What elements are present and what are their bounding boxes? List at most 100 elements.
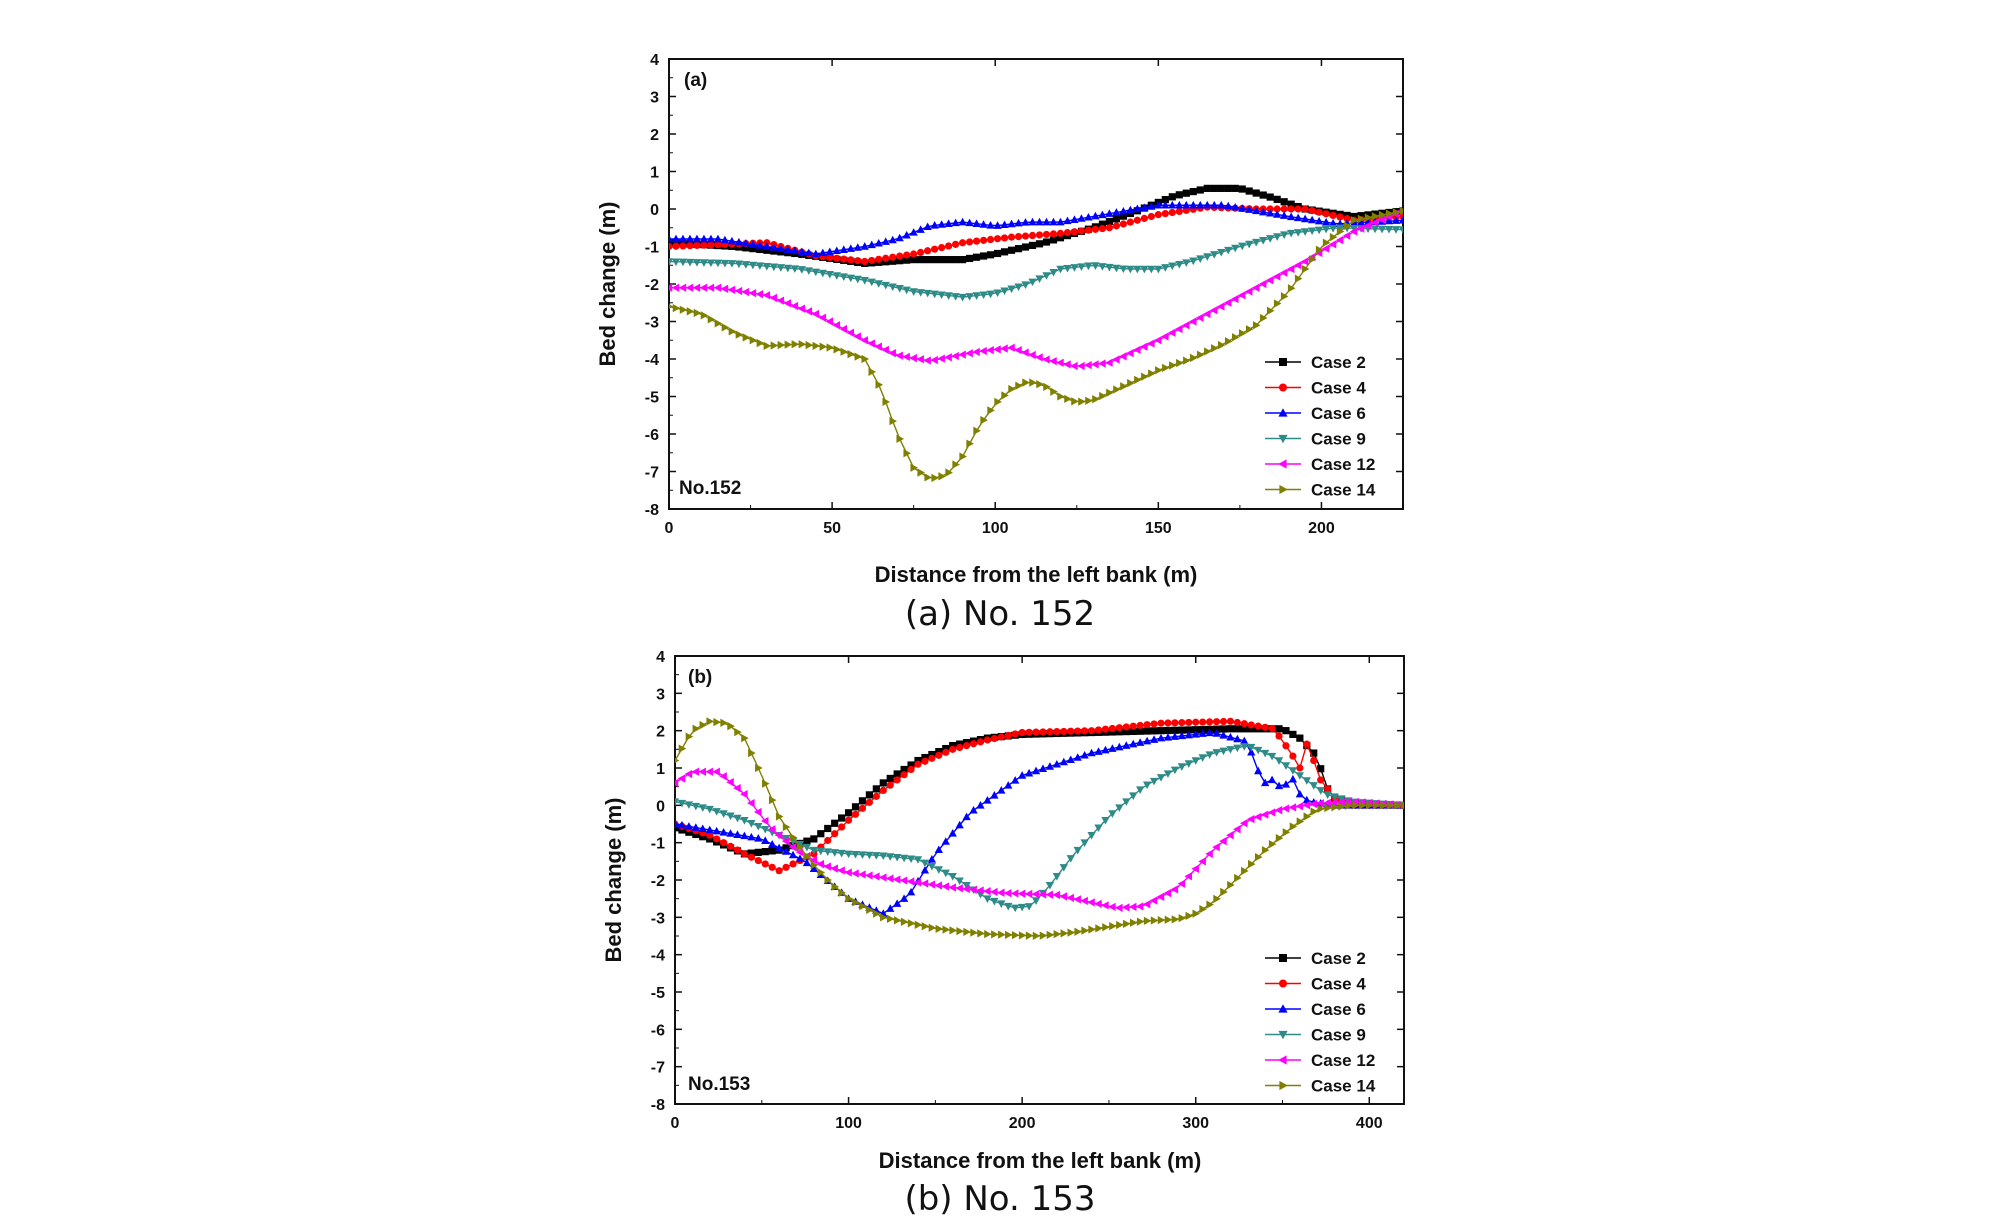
series-marker	[1300, 228, 1310, 236]
series-marker	[720, 718, 728, 727]
series-marker	[1344, 797, 1352, 806]
series-marker	[1163, 733, 1173, 741]
series-marker	[1245, 240, 1254, 249]
series-marker	[1042, 272, 1051, 280]
series-marker	[748, 261, 758, 270]
series-marker	[958, 217, 967, 226]
series-marker	[1063, 264, 1072, 273]
series-marker	[1133, 345, 1141, 355]
series-marker	[740, 817, 749, 825]
series-marker	[1359, 801, 1367, 810]
series-marker	[965, 293, 974, 301]
series-marker	[1295, 802, 1304, 811]
series-marker	[1210, 200, 1219, 209]
series-marker	[1014, 232, 1023, 241]
legend-label: Case 2	[1311, 353, 1366, 372]
series-marker	[969, 885, 977, 894]
series-marker	[1212, 729, 1221, 737]
series-marker	[1177, 879, 1186, 888]
y-tick-label-a: 3	[650, 90, 659, 107]
series-marker	[990, 734, 998, 743]
series-marker	[885, 874, 894, 883]
series-marker	[1282, 742, 1290, 750]
series-marker	[768, 847, 776, 855]
series-marker	[888, 283, 897, 291]
series-marker	[1254, 722, 1262, 730]
series-marker	[782, 822, 791, 832]
series-marker	[671, 283, 680, 292]
series-marker	[755, 262, 765, 270]
series-marker	[965, 349, 973, 358]
series-marker	[879, 779, 887, 787]
series-marker	[881, 281, 890, 290]
series-marker	[1018, 728, 1026, 737]
series-marker	[1011, 930, 1020, 940]
y-tick-label-b: -8	[651, 1097, 665, 1114]
series-marker	[761, 848, 769, 856]
series-marker	[756, 245, 764, 254]
series-marker	[893, 770, 901, 778]
series-marker	[1267, 775, 1277, 784]
series-marker	[1356, 218, 1366, 226]
series-marker	[797, 247, 806, 256]
series-marker	[851, 810, 860, 818]
series-marker	[1227, 880, 1235, 890]
series-marker	[1161, 196, 1169, 204]
series-marker	[846, 328, 854, 337]
series-marker	[747, 820, 756, 828]
series-marker	[865, 871, 873, 880]
series-marker	[1191, 757, 1200, 765]
series-marker	[770, 247, 778, 255]
series-marker	[768, 863, 776, 871]
y-tick-label-b: -1	[651, 836, 665, 853]
series-marker	[770, 341, 779, 350]
series-marker	[1384, 216, 1394, 225]
series-marker	[1049, 236, 1058, 244]
series-marker	[761, 860, 769, 868]
series-marker	[1021, 218, 1030, 226]
series-marker	[1164, 719, 1172, 727]
series-marker	[1052, 873, 1061, 881]
series-marker	[1057, 392, 1065, 401]
series-marker	[1238, 242, 1247, 251]
series-marker	[931, 245, 939, 253]
series-marker	[1205, 728, 1214, 737]
series-marker	[1140, 342, 1148, 351]
series-marker	[1296, 764, 1304, 772]
series-marker	[781, 847, 791, 855]
series-marker	[906, 855, 916, 864]
y-axis-title-b: Bed change (m)	[601, 797, 626, 962]
series-marker	[1205, 751, 1214, 759]
series-marker	[1112, 264, 1121, 273]
series-marker	[776, 244, 785, 252]
series-marker	[1315, 208, 1323, 216]
series-marker	[804, 267, 813, 275]
series-marker	[965, 254, 974, 263]
legend-marker	[1279, 954, 1287, 962]
series-marker	[1295, 772, 1304, 780]
series-marker	[920, 879, 929, 888]
series-marker	[1071, 397, 1079, 406]
series-marker	[727, 260, 737, 268]
series-marker	[945, 242, 953, 250]
series-marker	[1170, 732, 1180, 740]
series-marker	[1286, 264, 1295, 274]
series-marker	[812, 341, 821, 351]
series-marker	[858, 804, 867, 812]
series-marker	[1176, 358, 1184, 368]
series-marker	[742, 333, 751, 342]
series-marker	[944, 219, 953, 227]
series-marker	[1174, 324, 1183, 334]
series-marker	[1217, 200, 1226, 209]
panel-label-b: (b)	[688, 667, 712, 688]
series-marker	[865, 798, 874, 806]
series-marker	[1182, 206, 1190, 214]
series-marker	[1042, 230, 1051, 239]
series-marker	[804, 307, 813, 316]
series-marker	[1143, 916, 1152, 926]
series-marker	[1102, 923, 1110, 932]
series-marker	[958, 293, 967, 302]
series-marker	[882, 397, 891, 406]
series-marker	[1147, 339, 1155, 348]
series-marker	[1184, 730, 1193, 739]
